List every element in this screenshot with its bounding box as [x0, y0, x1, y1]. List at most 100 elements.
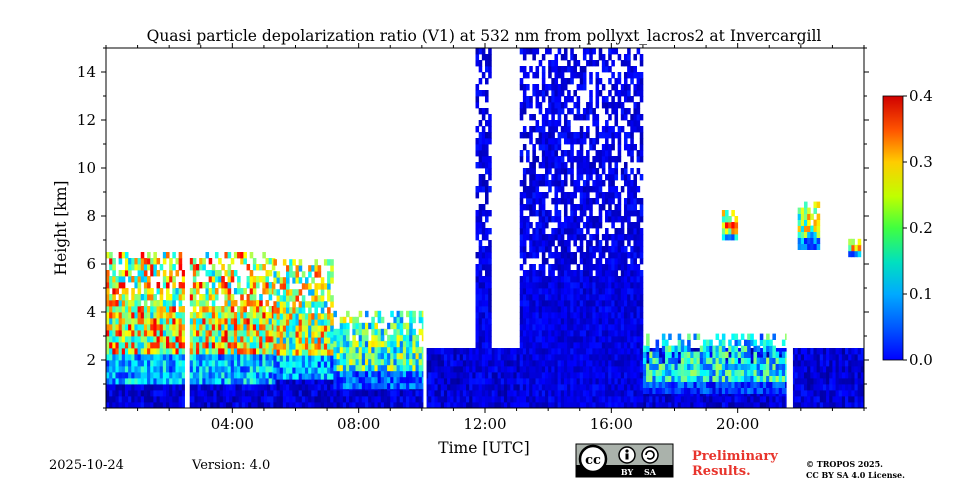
heatmap-cell [443, 372, 448, 379]
heatmap-cell [478, 150, 483, 157]
heatmap-cell [238, 402, 243, 408]
heatmap-cell [205, 366, 210, 373]
heatmap-cell [526, 360, 530, 367]
heatmap-cell [320, 384, 325, 391]
heatmap-cell [175, 402, 180, 408]
heatmap-cell [153, 300, 157, 307]
heatmap-cell [286, 367, 290, 374]
heatmap-cell [563, 396, 568, 403]
heatmap-cell [807, 384, 811, 391]
heatmap-cell [488, 396, 492, 403]
heatmap-cell [240, 312, 244, 319]
heatmap-cell [374, 358, 379, 366]
heatmap-cell [532, 174, 536, 181]
heatmap-cell [143, 312, 148, 319]
heatmap-cell [563, 222, 568, 229]
heatmap-cell [311, 325, 315, 332]
heatmap-cell [848, 348, 852, 355]
heatmap-cell [202, 330, 206, 337]
heatmap-cell [466, 348, 470, 355]
heatmap-cell [541, 342, 546, 349]
heatmap-cell [368, 352, 372, 360]
heatmap-cell [298, 307, 303, 314]
heatmap-cell [156, 396, 161, 403]
heatmap-cell [554, 144, 559, 151]
heatmap-cell [221, 366, 225, 373]
heatmap-cell [548, 360, 552, 367]
heatmap-cell [503, 378, 508, 385]
heatmap-cell [431, 354, 435, 361]
heatmap-cell [218, 336, 222, 343]
heatmap-cell [124, 378, 129, 385]
heatmap-cell [377, 396, 382, 403]
heatmap-cell [349, 370, 353, 378]
heatmap-cell [469, 354, 473, 361]
heatmap-cell [545, 324, 549, 331]
heatmap-cell [563, 390, 568, 397]
heatmap-cell [794, 366, 799, 373]
heatmap-cell [282, 301, 287, 308]
heatmap-cell [153, 402, 157, 408]
heatmap-cell [535, 390, 540, 397]
heatmap-cell [854, 396, 859, 403]
heatmap-cell [314, 331, 319, 338]
heatmap-cell [563, 312, 568, 319]
heatmap-cell [560, 66, 565, 73]
heatmap-cell [759, 402, 764, 408]
heatmap-cell [522, 54, 527, 61]
heatmap-cell [734, 396, 739, 403]
heatmap-cell [554, 336, 559, 343]
heatmap-cell [503, 390, 508, 397]
heatmap-cell [279, 390, 284, 397]
heatmap-cell [554, 276, 559, 283]
heatmap-cell [545, 300, 549, 307]
heatmap-cell [238, 396, 243, 403]
heatmap-cell [380, 364, 385, 372]
heatmap-cell [510, 396, 514, 403]
heatmap-cell [532, 252, 536, 259]
heatmap-cell [314, 384, 319, 391]
heatmap-cell [224, 270, 228, 277]
heatmap-cell [472, 366, 476, 373]
heatmap-cell [121, 282, 126, 289]
heatmap-cell [352, 364, 356, 372]
heatmap-cell [406, 382, 410, 390]
heatmap-cell [541, 132, 546, 139]
heatmap-cell [333, 364, 337, 372]
heatmap-cell [450, 396, 454, 403]
heatmap-cell [535, 354, 540, 361]
heatmap-cell [693, 348, 698, 355]
heatmap-cell [143, 372, 148, 379]
heatmap-cell [551, 360, 555, 367]
heatmap-cell [563, 276, 568, 283]
heatmap-cell [560, 270, 565, 277]
heatmap-cell [649, 348, 653, 355]
heatmap-cell [554, 186, 559, 193]
heatmap-cell [295, 337, 300, 344]
heatmap-cell [380, 402, 385, 408]
heatmap-cell [557, 186, 562, 193]
heatmap-cell [829, 396, 833, 403]
heatmap-cell [538, 198, 543, 205]
heatmap-cell [380, 396, 385, 403]
heatmap-cell [279, 373, 284, 380]
heatmap-cell [510, 360, 514, 367]
heatmap-cell [115, 276, 120, 283]
heatmap-cell [548, 270, 552, 277]
heatmap-cell [352, 316, 356, 324]
heatmap-cell [256, 336, 260, 343]
heatmap-cell [153, 390, 157, 397]
heatmap-cell [488, 240, 492, 247]
heatmap-cell [472, 378, 476, 385]
heatmap-cell [485, 90, 489, 97]
heatmap-cell [178, 342, 183, 349]
heatmap-cell [409, 358, 413, 366]
heatmap-cell [361, 390, 366, 397]
heatmap-cell [545, 330, 549, 337]
heatmap-cell [304, 349, 309, 356]
heatmap-cell [535, 96, 540, 103]
heatmap-cell [273, 307, 277, 314]
heatmap-cell [243, 318, 247, 325]
heatmap-cell [810, 390, 814, 397]
heatmap-cell [560, 234, 565, 241]
